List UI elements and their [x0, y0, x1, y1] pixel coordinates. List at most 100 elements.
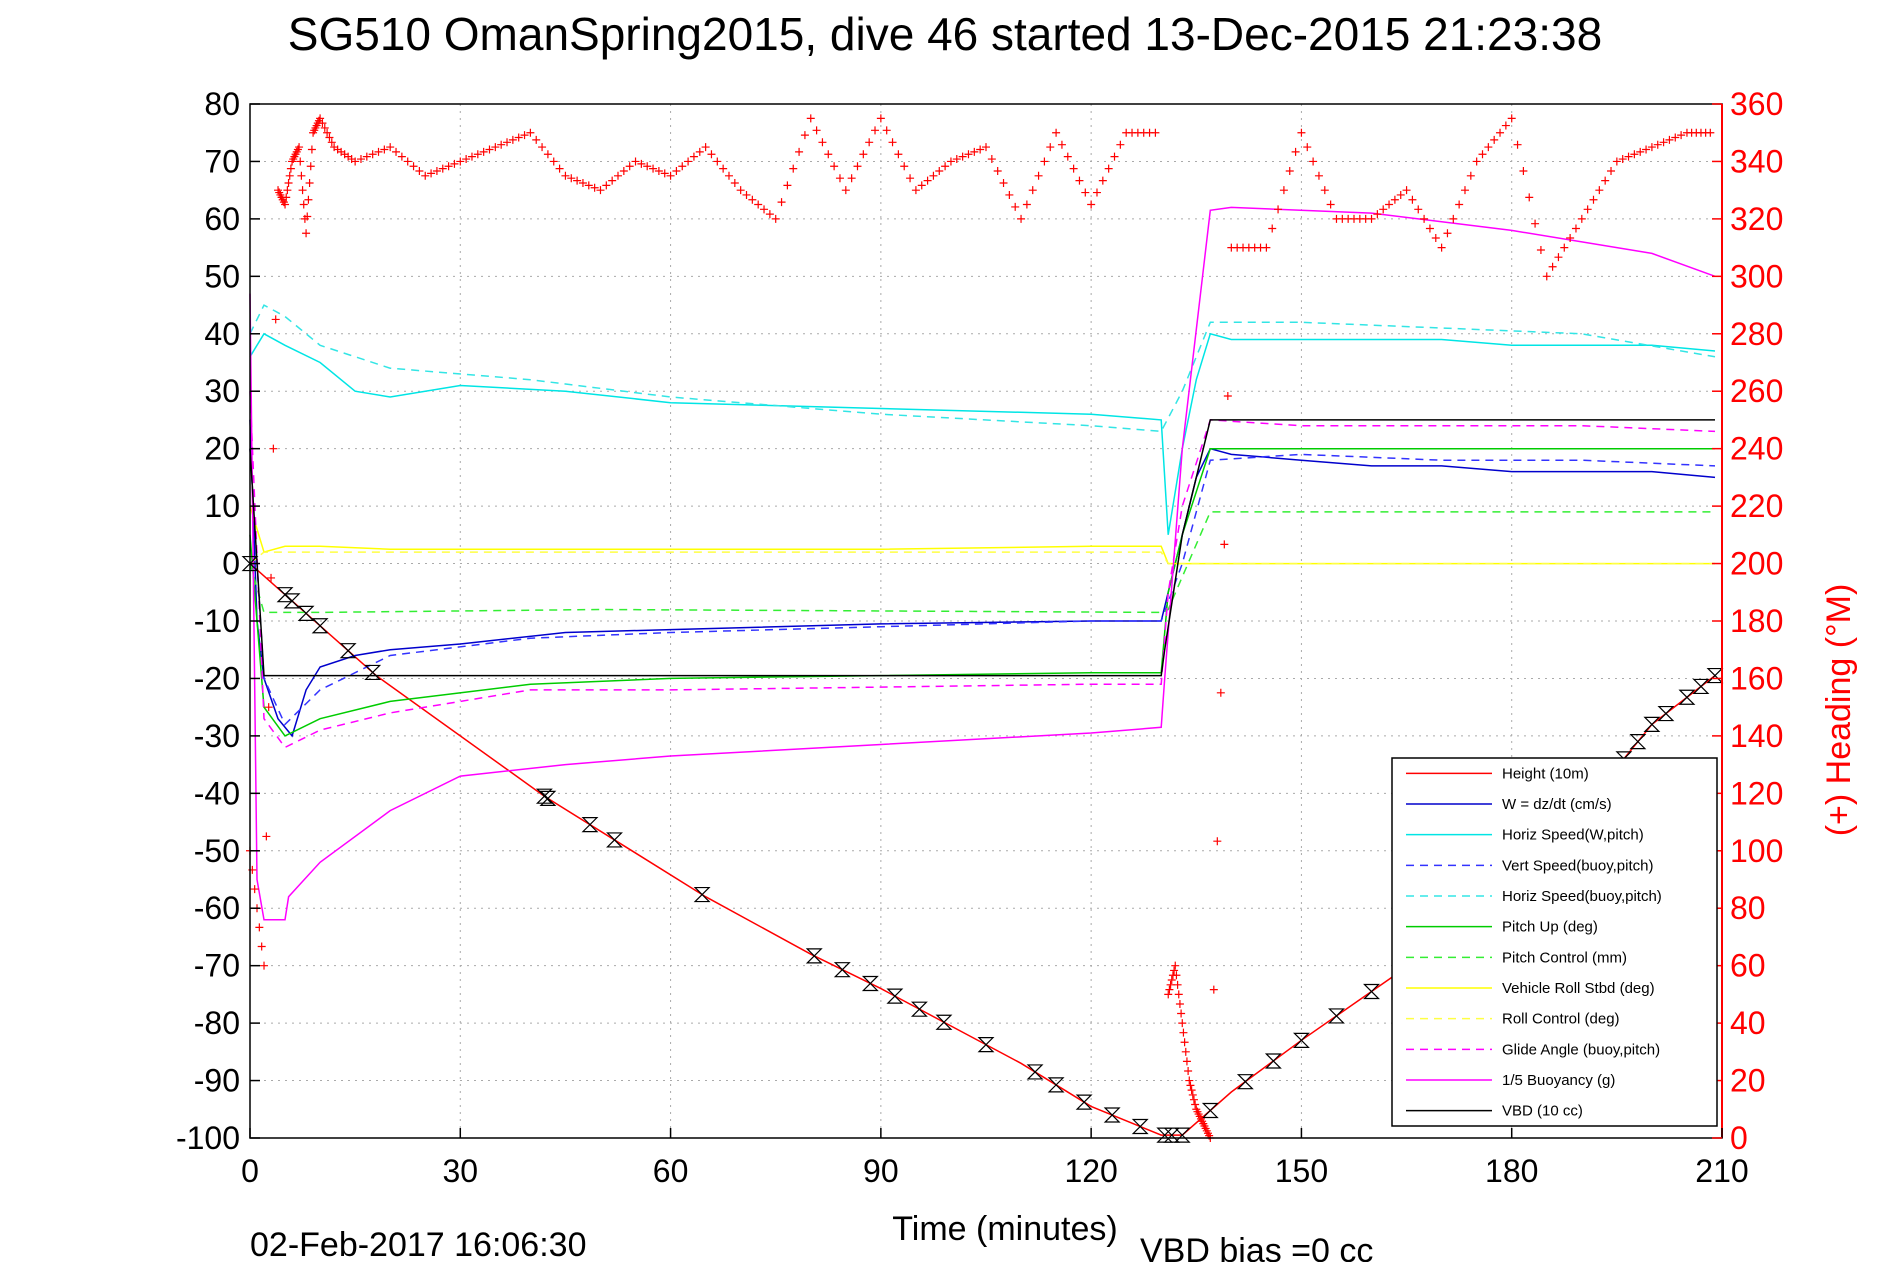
heading-point: [318, 119, 327, 128]
depth-marker: [339, 643, 357, 659]
heading-point: [1274, 205, 1283, 214]
right-y-tick-label: 200: [1730, 546, 1783, 582]
x-tick-label: 120: [1064, 1153, 1117, 1189]
heading-point: [1589, 195, 1598, 204]
heading-point: [625, 162, 634, 171]
x-tick-label: 60: [653, 1153, 689, 1189]
legend-label: Height (10m): [1502, 765, 1589, 782]
heading-point: [1297, 128, 1306, 137]
heading-point: [295, 143, 304, 152]
heading-point: [415, 167, 424, 176]
heading-point: [748, 195, 757, 204]
heading-point: [1665, 135, 1674, 144]
heading-point: [818, 138, 827, 147]
heading-point: [514, 133, 523, 142]
heading-point: [789, 164, 798, 173]
heading-point: [964, 150, 973, 159]
heading-point: [1420, 214, 1429, 223]
heading-point: [1011, 202, 1020, 211]
heading-point: [1484, 143, 1493, 152]
depth-marker: [364, 664, 382, 681]
heading-point: [987, 155, 996, 164]
heading-point: [298, 186, 307, 195]
heading-point: [421, 171, 430, 180]
right-y-tick-label: 280: [1730, 316, 1783, 352]
heading-point: [1166, 980, 1175, 989]
depth-marker: [1643, 716, 1661, 732]
y-tick-label: -10: [194, 603, 240, 639]
y-tick-label: -80: [194, 1005, 240, 1041]
y-tick-label: 30: [204, 373, 240, 409]
y-tick-labels: 80 70 60 50 40 30 20 10 0 -10 -20 -30 -40 -50 -60 -70 -8…: [176, 86, 260, 1156]
heading-point: [1519, 167, 1528, 176]
heading-point: [1022, 200, 1031, 209]
depth-marker: [977, 1037, 995, 1053]
heading-point: [1566, 234, 1575, 243]
vbd-bias-label: VBD bias =0 cc: [1140, 1232, 1373, 1262]
heading-point: [619, 167, 628, 176]
heading-point: [701, 143, 710, 152]
y-tick-label: 70: [204, 143, 240, 179]
heading-point: [1408, 195, 1417, 204]
y-tick-label: 60: [204, 201, 240, 237]
heading-point: [841, 186, 850, 195]
heading-point: [427, 169, 436, 178]
heading-point: [649, 164, 658, 173]
y-tick-label: -60: [194, 890, 240, 926]
heading-point: [1187, 1086, 1196, 1095]
depth-marker: [1328, 1008, 1345, 1024]
depth-marker: [535, 788, 553, 804]
heading-point: [1069, 164, 1078, 173]
right-y-tick-labels: 3603403203002802602402202001801601401201…: [1712, 86, 1783, 1156]
heading-point: [853, 162, 862, 171]
heading-point: [1390, 195, 1399, 204]
depth-marker: [1264, 1053, 1282, 1069]
heading-point: [1189, 1095, 1198, 1104]
heading-point: [1577, 214, 1586, 223]
depth-marker: [1363, 983, 1380, 1000]
depth-marker: [1103, 1107, 1121, 1123]
heading-point: [497, 140, 506, 149]
heading-point: [1647, 143, 1656, 152]
heading-point: [262, 832, 271, 841]
heading-point: [958, 152, 967, 161]
heading-layer: [246, 114, 1715, 1142]
right-y-tick-label: 140: [1730, 718, 1783, 754]
heading-point: [285, 171, 294, 180]
y-tick-label: 80: [204, 86, 240, 122]
heading-point: [1279, 186, 1288, 195]
heading-point: [993, 167, 1002, 176]
depth-marker: [1047, 1077, 1065, 1093]
heading-point: [1624, 152, 1633, 161]
heading-point: [526, 128, 535, 137]
right-y-tick-label: 260: [1730, 373, 1783, 409]
heading-point: [608, 176, 617, 185]
heading-point: [561, 171, 570, 180]
heading-point: [1185, 1076, 1194, 1085]
x-tick-label: 90: [863, 1153, 899, 1189]
heading-point: [695, 147, 704, 156]
heading-point: [1177, 1009, 1186, 1018]
heading-point: [730, 178, 739, 187]
depth-marker: [539, 790, 557, 806]
heading-point: [1164, 990, 1173, 999]
heading-point: [859, 150, 868, 159]
heading-point: [1431, 234, 1440, 243]
heading-point: [520, 131, 529, 140]
heading-point: [462, 155, 471, 164]
heading-point: [1180, 1038, 1189, 1047]
heading-point: [386, 143, 395, 152]
depth-marker: [1706, 667, 1724, 684]
depth-marker: [1236, 1074, 1254, 1090]
legend-label: Glide Angle (buoy,pitch): [1502, 1041, 1660, 1058]
heading-point: [935, 167, 944, 176]
y-tick-label: -70: [194, 948, 240, 984]
heading-point: [281, 200, 290, 209]
depth-marker: [861, 975, 879, 992]
heading-point: [1165, 985, 1174, 994]
y-tick-label: 0: [222, 546, 240, 582]
heading-point: [284, 178, 293, 187]
heading-point: [485, 145, 494, 154]
heading-point: [1191, 1100, 1200, 1109]
heading-point: [1455, 200, 1464, 209]
